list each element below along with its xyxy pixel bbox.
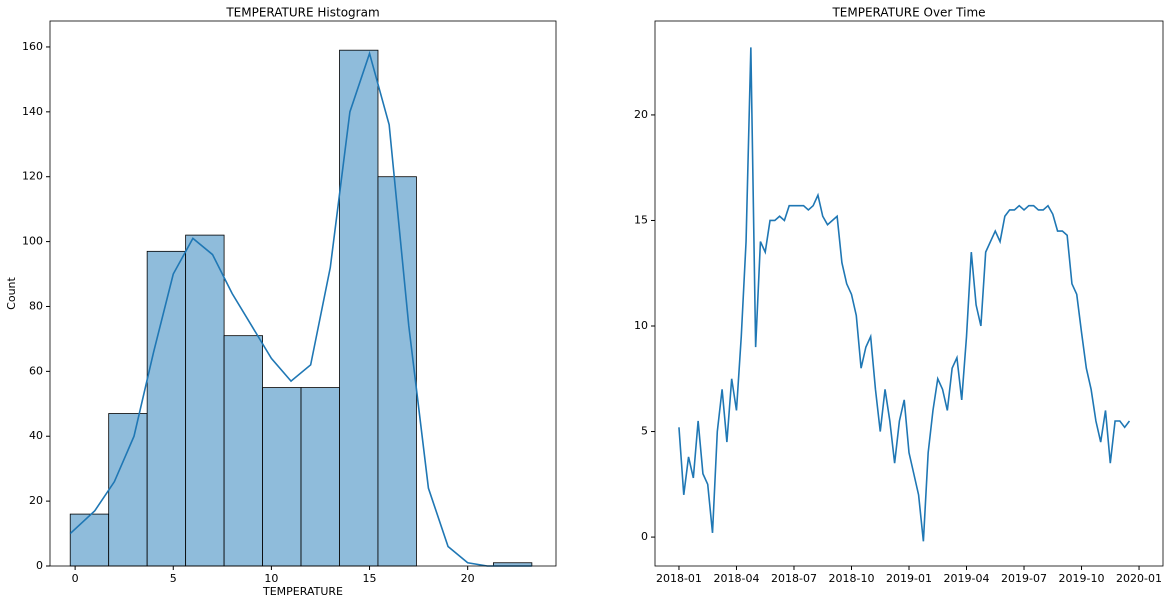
x-tick-label: 2019-07: [1001, 572, 1047, 585]
y-tick-label: 0: [641, 530, 648, 543]
x-tick-label: 2019-01: [886, 572, 932, 585]
y-tick-label: 160: [22, 40, 43, 53]
x-tick-label: 2018-07: [771, 572, 817, 585]
chart-title: TEMPERATURE Histogram: [225, 6, 379, 20]
y-tick-label: 20: [29, 494, 43, 507]
y-tick-label: 15: [634, 213, 648, 226]
x-axis-label: TEMPERATURE: [262, 585, 343, 598]
x-tick-label: 5: [170, 572, 177, 585]
histogram-bar: [300, 387, 340, 567]
chart-title: TEMPERATURE Over Time: [831, 6, 985, 20]
y-tick-label: 5: [641, 425, 648, 438]
x-tick-label: 0: [72, 572, 79, 585]
x-tick-label: 2018-10: [829, 572, 875, 585]
x-tick-label: 20: [461, 572, 475, 585]
histogram-bar: [108, 413, 148, 567]
x-tick-label: 2018-01: [656, 572, 702, 585]
kde-line: [69, 50, 532, 567]
y-tick-label: 100: [22, 235, 43, 248]
axes-frame: [49, 20, 557, 567]
y-tick-label: 140: [22, 105, 43, 118]
x-tick-label: 2020-01: [1116, 572, 1162, 585]
y-tick-label: 120: [22, 170, 43, 183]
axes-frame: [654, 20, 1164, 567]
x-tick-label: 15: [363, 572, 377, 585]
series-line: [678, 47, 1131, 542]
histogram-bar: [377, 176, 417, 567]
histogram-bar: [339, 49, 379, 567]
y-tick-label: 0: [36, 559, 43, 572]
y-tick-label: 20: [634, 108, 648, 121]
histogram-bar: [223, 335, 263, 567]
x-tick-label: 2019-10: [1059, 572, 1105, 585]
histogram-bar: [69, 513, 110, 567]
y-tick-label: 40: [29, 429, 43, 442]
y-tick-label: 10: [634, 319, 648, 332]
x-tick-label: 2018-04: [713, 572, 759, 585]
x-tick-label: 10: [264, 572, 278, 585]
y-tick-label: 80: [29, 299, 43, 312]
x-tick-label: 2019-04: [944, 572, 990, 585]
histogram-bar: [185, 234, 225, 567]
y-axis-label: Count: [5, 276, 18, 309]
histogram-bar: [262, 387, 302, 567]
y-tick-label: 60: [29, 364, 43, 377]
